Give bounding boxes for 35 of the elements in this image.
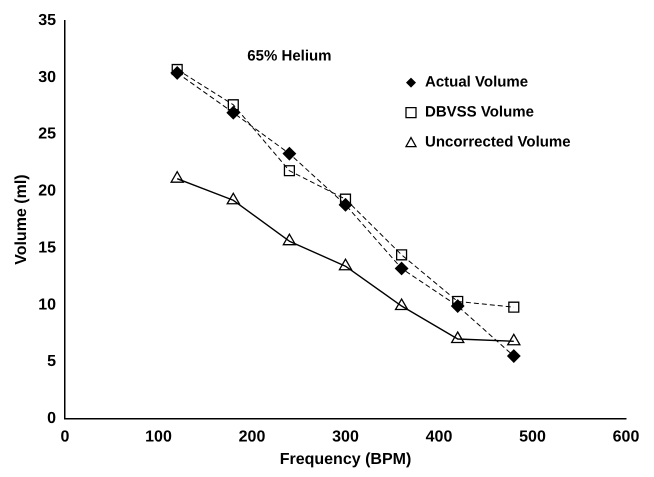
x-tick-label: 100 — [145, 428, 172, 446]
x-tick-label: 300 — [332, 428, 359, 446]
point — [507, 349, 520, 363]
y-tick-label: 30 — [38, 68, 56, 86]
point — [170, 66, 184, 80]
x-tick-label: 500 — [519, 428, 546, 446]
y-tick-label: 25 — [38, 126, 56, 143]
point — [284, 165, 295, 176]
y-tick-label: 35 — [38, 12, 56, 30]
y-tick-label: 20 — [38, 182, 56, 200]
y-tick-label: 10 — [38, 296, 56, 314]
point — [508, 302, 520, 313]
point — [451, 299, 464, 313]
legend-label: DBVSS Volume — [425, 104, 534, 121]
point — [226, 106, 240, 120]
point — [338, 198, 352, 212]
y-axis-title: Volume (ml) — [13, 174, 30, 265]
point — [172, 64, 183, 76]
point — [452, 296, 464, 308]
text: 65% Helium — [247, 48, 332, 65]
x-tick-label: 600 — [612, 428, 640, 446]
point — [228, 99, 239, 110]
y-tick-label: 5 — [47, 353, 56, 370]
y-tick-label: 15 — [38, 239, 56, 256]
x-tick-label: 200 — [238, 428, 266, 446]
x-axis-title: Frequency (BPM) — [280, 450, 412, 468]
legend-label: Actual Volume — [425, 74, 528, 91]
legend-label: Uncorrected Volume — [425, 134, 571, 151]
y-tick-label: 0 — [47, 410, 56, 428]
x-tick-label: 0 — [60, 428, 70, 446]
point — [394, 262, 408, 276]
point — [340, 194, 352, 205]
x-tick-label: 400 — [426, 428, 452, 446]
point — [396, 249, 408, 260]
point — [282, 146, 296, 160]
